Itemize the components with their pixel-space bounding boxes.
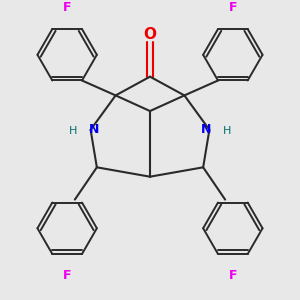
Text: F: F bbox=[229, 2, 237, 14]
Text: H: H bbox=[69, 126, 78, 136]
Text: O: O bbox=[143, 27, 157, 42]
Text: F: F bbox=[63, 269, 71, 282]
Text: N: N bbox=[201, 123, 211, 136]
Text: N: N bbox=[88, 123, 99, 136]
Text: H: H bbox=[222, 126, 231, 136]
Text: F: F bbox=[63, 2, 71, 14]
Text: F: F bbox=[229, 269, 237, 282]
